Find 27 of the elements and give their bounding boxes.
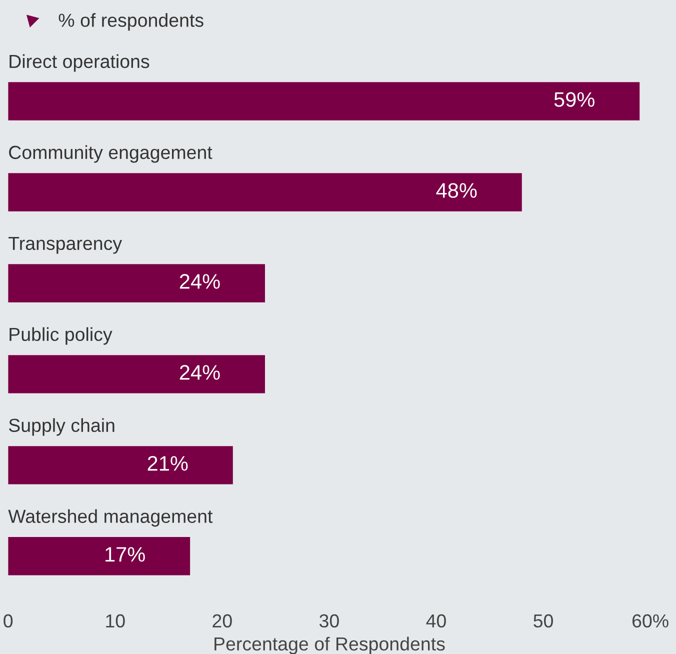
y-tick-label: Watershed management <box>8 509 213 527</box>
legend-label: % of respondents <box>58 13 204 31</box>
data-label: 21% <box>148 456 188 471</box>
y-tick-label: Public policy <box>10 327 112 345</box>
bar <box>8 173 522 212</box>
x-tick-label: 10 <box>106 614 125 628</box>
data-label: 24% <box>180 365 220 380</box>
y-tick-label: Direct operations <box>10 54 150 72</box>
data-label: 17% <box>106 547 145 562</box>
x-tick-label: 20 <box>212 614 232 628</box>
data-label: 59% <box>554 92 594 107</box>
bar <box>8 82 640 120</box>
data-label: 48% <box>436 183 477 198</box>
x-axis-title: Percentage of Respondents <box>214 636 445 654</box>
x-tick-label: 50 <box>534 614 553 628</box>
y-tick-label: Supply chain <box>8 418 114 436</box>
x-tick-label: 0 <box>4 614 13 628</box>
bar <box>8 537 190 576</box>
x-tick-label: 40 <box>426 614 446 628</box>
bar <box>8 446 233 484</box>
data-label: 24% <box>180 274 220 289</box>
x-tick-label: 30 <box>320 614 339 628</box>
x-tick-label: 60% <box>632 614 668 628</box>
bar <box>8 264 265 302</box>
y-tick-label: Transparency <box>8 236 122 254</box>
y-tick-label: Community engagement <box>9 145 212 163</box>
bar <box>8 355 265 394</box>
